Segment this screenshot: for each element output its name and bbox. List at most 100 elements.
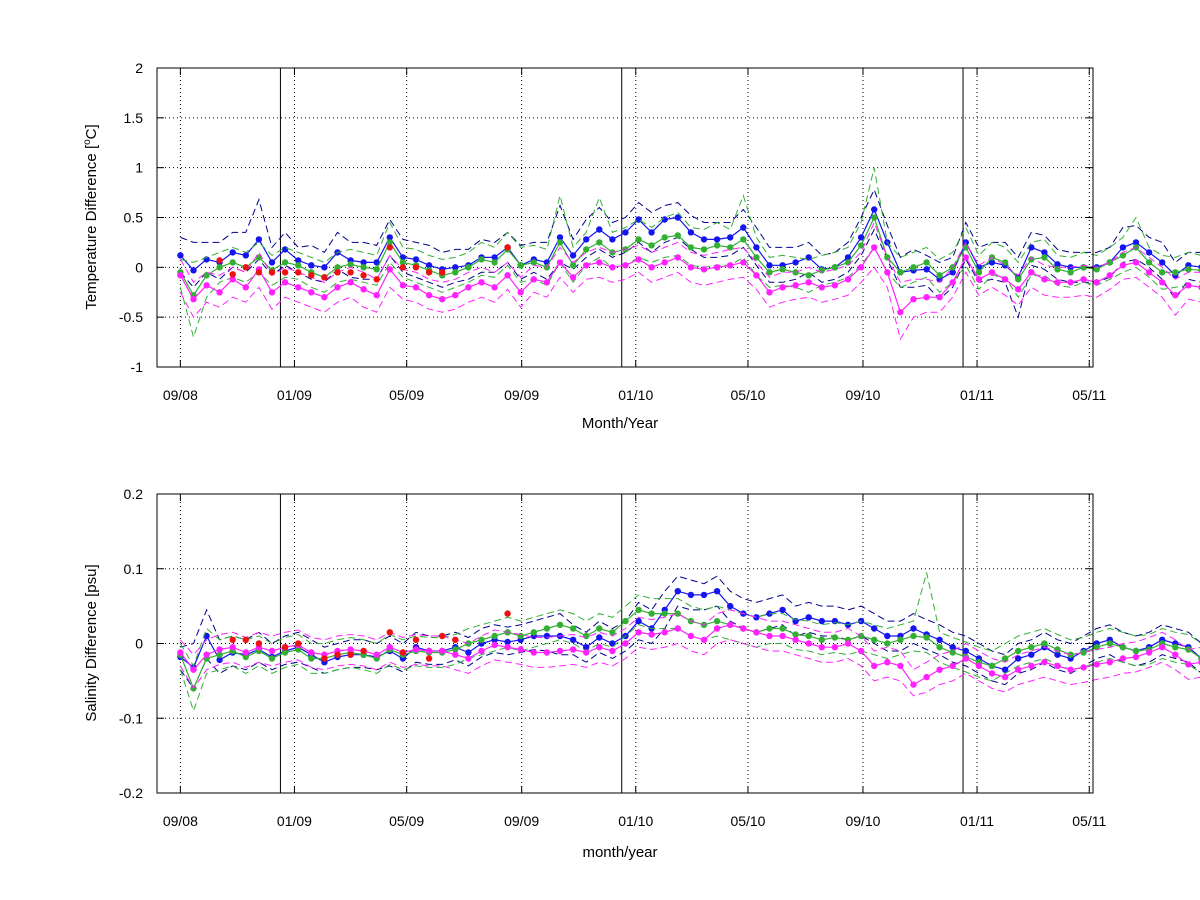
temperature-magenta-point — [884, 269, 891, 276]
salinity-blue-point — [713, 588, 721, 595]
temperature-blue-point — [609, 236, 616, 243]
salinity-x-tick-label: 01/10 — [618, 813, 653, 829]
salinity-green-point — [609, 629, 616, 636]
temperature-green-point — [478, 256, 485, 263]
temperature-blue-point — [753, 244, 760, 251]
salinity-magenta-point — [478, 647, 485, 655]
salinity-plot-area — [177, 572, 1200, 713]
salinity-magenta-point — [308, 649, 315, 656]
temperature-darkblue-envelope-line — [180, 188, 1200, 264]
temperature-red-point — [504, 244, 511, 251]
salinity-magenta-point — [1028, 662, 1035, 670]
temperature-blue-point — [988, 259, 996, 266]
temperature-green-point — [766, 269, 773, 276]
temperature-blue-point — [1041, 249, 1048, 256]
temperature-magenta-point — [504, 272, 511, 279]
temperature-blue-point — [425, 262, 433, 269]
salinity-green-point — [818, 636, 825, 643]
temperature-red-point — [242, 264, 249, 271]
salinity-green-point — [923, 634, 930, 641]
temperature-magenta-point — [766, 289, 773, 296]
temperature-plot-area — [177, 167, 1200, 341]
salinity-magenta-point — [609, 647, 616, 655]
temperature-magenta-point — [1093, 279, 1100, 286]
temperature-green-point — [635, 236, 642, 243]
temperature-red-point — [386, 244, 393, 251]
temperature-red-point — [321, 274, 328, 281]
salinity-green-point — [936, 644, 943, 651]
temperature-blue-point — [687, 229, 695, 236]
salinity-magenta-point — [517, 646, 524, 653]
salinity-green-envelope-line — [179, 572, 1200, 668]
salinity-green-point — [674, 610, 681, 617]
temperature-magenta-point — [674, 254, 681, 261]
temperature-magenta-point — [268, 289, 276, 296]
salinity-magenta-point — [543, 649, 551, 656]
temperature-green-point — [229, 259, 236, 266]
temperature-blue-point — [360, 259, 367, 266]
temperature-green-point — [1015, 276, 1022, 283]
salinity-green-point — [661, 610, 668, 617]
salinity-magenta-point — [242, 649, 249, 656]
salinity-blue-point — [1054, 651, 1061, 658]
salinity-magenta-point — [1093, 661, 1100, 668]
temperature-green-point — [465, 264, 472, 271]
temperature-green-point — [360, 264, 367, 271]
temperature-green-point — [517, 262, 524, 269]
temperature-x-tick-label: 01/11 — [960, 387, 994, 403]
temperature-blue-point — [1159, 259, 1166, 266]
temperature-magenta-point — [295, 284, 302, 291]
temperature-red-point — [268, 269, 276, 276]
temperature-magenta-point — [216, 289, 223, 296]
temperature-x-tick-label: 09/08 — [163, 387, 198, 403]
salinity-blue-point — [727, 602, 734, 610]
temperature-x-tick-label: 01/10 — [618, 387, 653, 403]
temperature-green-point — [753, 254, 760, 261]
temperature-green-point — [583, 246, 590, 253]
salinity-green-point — [897, 636, 904, 643]
temperature-blue-point — [268, 259, 276, 266]
temperature-red-point — [281, 269, 289, 276]
salinity-green-point — [281, 649, 289, 656]
temperature-magenta-point — [583, 262, 590, 269]
temperature-magenta-point — [857, 264, 865, 271]
salinity-green-point — [242, 653, 249, 661]
temperature-red-point — [229, 271, 236, 278]
salinity-magenta-point — [1015, 666, 1022, 673]
temperature-darkblue-envelope-line — [180, 228, 1200, 319]
salinity-blue-point — [936, 636, 943, 643]
temperature-green-point — [713, 242, 721, 249]
salinity-magenta-point — [268, 647, 276, 655]
temperature-green-point — [1119, 252, 1127, 259]
salinity-magenta-point — [216, 646, 223, 653]
temperature-magenta-point — [871, 244, 878, 251]
salinity-x-axis-label: month/year — [582, 844, 657, 861]
temperature-blue-point — [857, 234, 865, 241]
salinity-green-point — [308, 655, 315, 662]
salinity-magenta-point — [740, 625, 747, 632]
salinity-green-point — [1106, 640, 1114, 647]
temperature-blue-point — [1132, 239, 1140, 246]
temperature-blue-point — [923, 266, 930, 273]
salinity-green-point — [569, 625, 577, 632]
temperature-blue-point — [622, 229, 629, 236]
salinity-blue-point — [1015, 655, 1022, 662]
temperature-green-point — [556, 239, 564, 246]
temperature-green-point — [648, 242, 655, 249]
temperature-blue-point — [596, 226, 603, 233]
temperature-magenta-point — [569, 274, 577, 281]
salinity-red-point — [386, 629, 393, 636]
temperature-blue-point — [190, 267, 197, 274]
salinity-magenta-point — [622, 640, 629, 647]
temperature-blue-point — [766, 262, 773, 269]
salinity-panel: -0.2 -0.1 0 0.1 0.2 09/08 01/09 05/09 09/09 01/10… — [83, 486, 1200, 861]
salinity-magenta-point — [635, 629, 642, 636]
temperature-blue-point — [569, 252, 577, 259]
salinity-darkblue-envelope-line — [180, 575, 1200, 656]
salinity-green-point — [648, 610, 655, 617]
temperature-y-tick-label: 1 — [135, 160, 143, 176]
temperature-x-axis-label: Month/Year — [582, 415, 658, 432]
salinity-green-point — [805, 632, 812, 640]
salinity-magenta-point — [1159, 644, 1166, 651]
